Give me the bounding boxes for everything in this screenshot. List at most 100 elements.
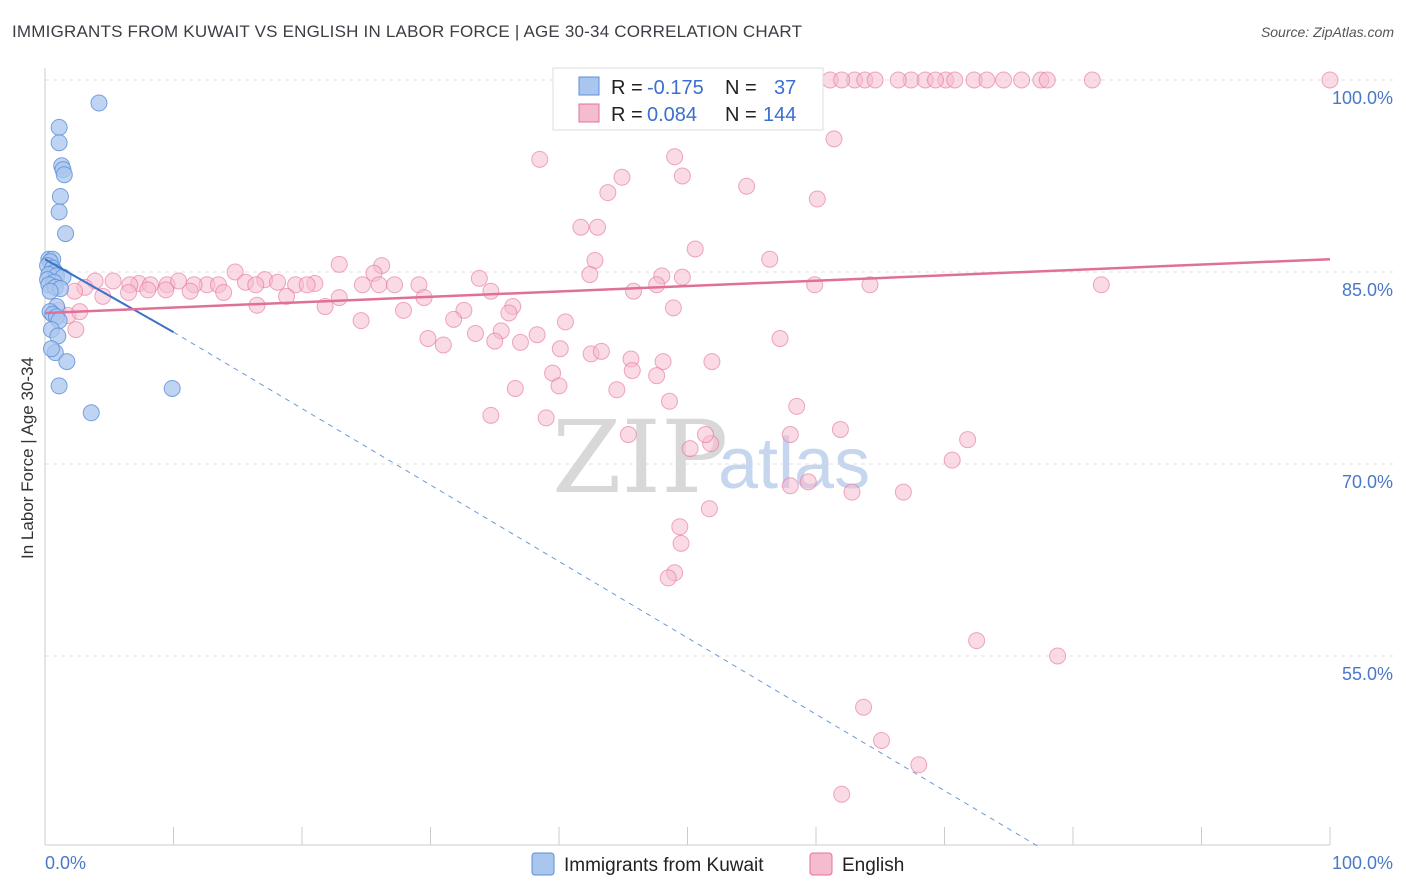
english-point xyxy=(581,266,599,284)
legend-n-label-kuwait: N = xyxy=(725,77,757,99)
english-point xyxy=(466,324,484,342)
english-point xyxy=(995,71,1013,89)
english-point xyxy=(781,477,799,495)
english-point xyxy=(1092,276,1110,294)
y-tick-label: 85.0% xyxy=(1342,280,1393,300)
english-point xyxy=(599,184,617,202)
kuwait-point xyxy=(50,134,68,152)
kuwait-point xyxy=(41,282,59,300)
kuwait-trend-extension xyxy=(173,331,1042,849)
kuwait-point xyxy=(163,379,181,397)
english-point xyxy=(654,353,672,371)
bottom-legend: Immigrants from Kuwait English xyxy=(531,852,904,876)
chart-title: IMMIGRANTS FROM KUWAIT VS ENGLISH IN LAB… xyxy=(12,22,803,41)
english-point xyxy=(589,218,607,236)
english-point xyxy=(771,330,789,348)
english-point xyxy=(855,698,873,716)
tick-labels: 55.0% 70.0% 85.0% 100.0% 0.0% 100.0% xyxy=(45,88,1393,873)
english-point xyxy=(556,313,574,331)
kuwait-point xyxy=(82,404,100,422)
english-point xyxy=(139,281,157,299)
english-point xyxy=(825,130,843,148)
english-point xyxy=(831,420,849,438)
english-point xyxy=(894,483,912,501)
english-point xyxy=(910,756,928,774)
legend-r-value-kuwait: -0.175 xyxy=(647,77,704,99)
kuwait-point xyxy=(57,225,75,243)
legend-n-value-english: 144 xyxy=(763,104,796,126)
legend-r-value-english: 0.084 xyxy=(647,104,697,126)
english-point xyxy=(269,273,287,291)
english-point xyxy=(861,276,879,294)
english-point xyxy=(500,304,518,322)
english-point xyxy=(619,426,637,444)
english-point xyxy=(968,632,986,650)
english-point xyxy=(551,340,569,358)
watermark-zip: ZIP xyxy=(552,399,728,516)
y-tick-label: 70.0% xyxy=(1342,472,1393,492)
english-point xyxy=(806,276,824,294)
english-point xyxy=(386,276,404,294)
english-trend-line xyxy=(44,257,1331,315)
english-point xyxy=(298,276,316,294)
english-point xyxy=(661,392,679,410)
trend-lines xyxy=(44,257,1331,849)
english-point xyxy=(247,276,265,294)
grid-lines xyxy=(45,79,1395,657)
english-point xyxy=(157,281,175,299)
kuwait-point xyxy=(90,94,108,112)
kuwait-point xyxy=(50,203,68,221)
english-point xyxy=(672,534,690,552)
english-point xyxy=(946,71,964,89)
source-credit: Source: ZipAtlas.com xyxy=(1260,24,1394,40)
english-point xyxy=(833,71,851,89)
english-point xyxy=(623,362,641,380)
english-point xyxy=(506,379,524,397)
english-point xyxy=(120,283,138,301)
kuwait-point xyxy=(42,340,60,358)
english-point xyxy=(843,483,861,501)
english-point xyxy=(278,287,296,305)
axes xyxy=(44,68,1331,846)
kuwait-point xyxy=(50,377,68,395)
y-tick-label: 55.0% xyxy=(1342,664,1393,684)
english-point xyxy=(808,190,826,208)
bottom-legend-swatch-english xyxy=(809,852,833,876)
english-point xyxy=(1083,71,1101,89)
english-point xyxy=(613,168,631,186)
english-point xyxy=(781,426,799,444)
kuwait-points xyxy=(39,94,181,422)
english-point xyxy=(889,71,907,89)
english-point xyxy=(352,312,370,330)
bottom-legend-english: English xyxy=(842,855,904,876)
bottom-legend-kuwait: Immigrants from Kuwait xyxy=(564,855,764,876)
english-point xyxy=(572,218,590,236)
english-point xyxy=(696,426,714,444)
english-point xyxy=(482,406,500,424)
kuwait-trend-line xyxy=(44,258,174,334)
y-tick-label: 100.0% xyxy=(1332,88,1393,108)
english-point xyxy=(648,276,666,294)
english-point xyxy=(927,71,945,89)
english-point xyxy=(671,518,689,536)
english-point xyxy=(648,367,666,385)
english-point xyxy=(66,282,84,300)
english-point xyxy=(686,240,704,258)
legend-r-label-english: R = xyxy=(611,104,643,126)
english-point xyxy=(531,150,549,168)
legend-n-label-english: N = xyxy=(725,104,757,126)
english-point xyxy=(511,333,529,351)
english-point xyxy=(666,148,684,166)
english-point xyxy=(592,342,610,360)
kuwait-point xyxy=(58,353,76,371)
english-point xyxy=(215,283,233,301)
english-point xyxy=(1321,71,1339,89)
legend-r-label-kuwait: R = xyxy=(611,77,643,99)
english-point xyxy=(943,451,961,469)
kuwait-point xyxy=(50,118,68,136)
english-point xyxy=(866,71,884,89)
kuwait-point xyxy=(51,187,69,205)
english-point xyxy=(978,71,996,89)
english-point xyxy=(470,269,488,287)
english-point xyxy=(528,326,546,344)
